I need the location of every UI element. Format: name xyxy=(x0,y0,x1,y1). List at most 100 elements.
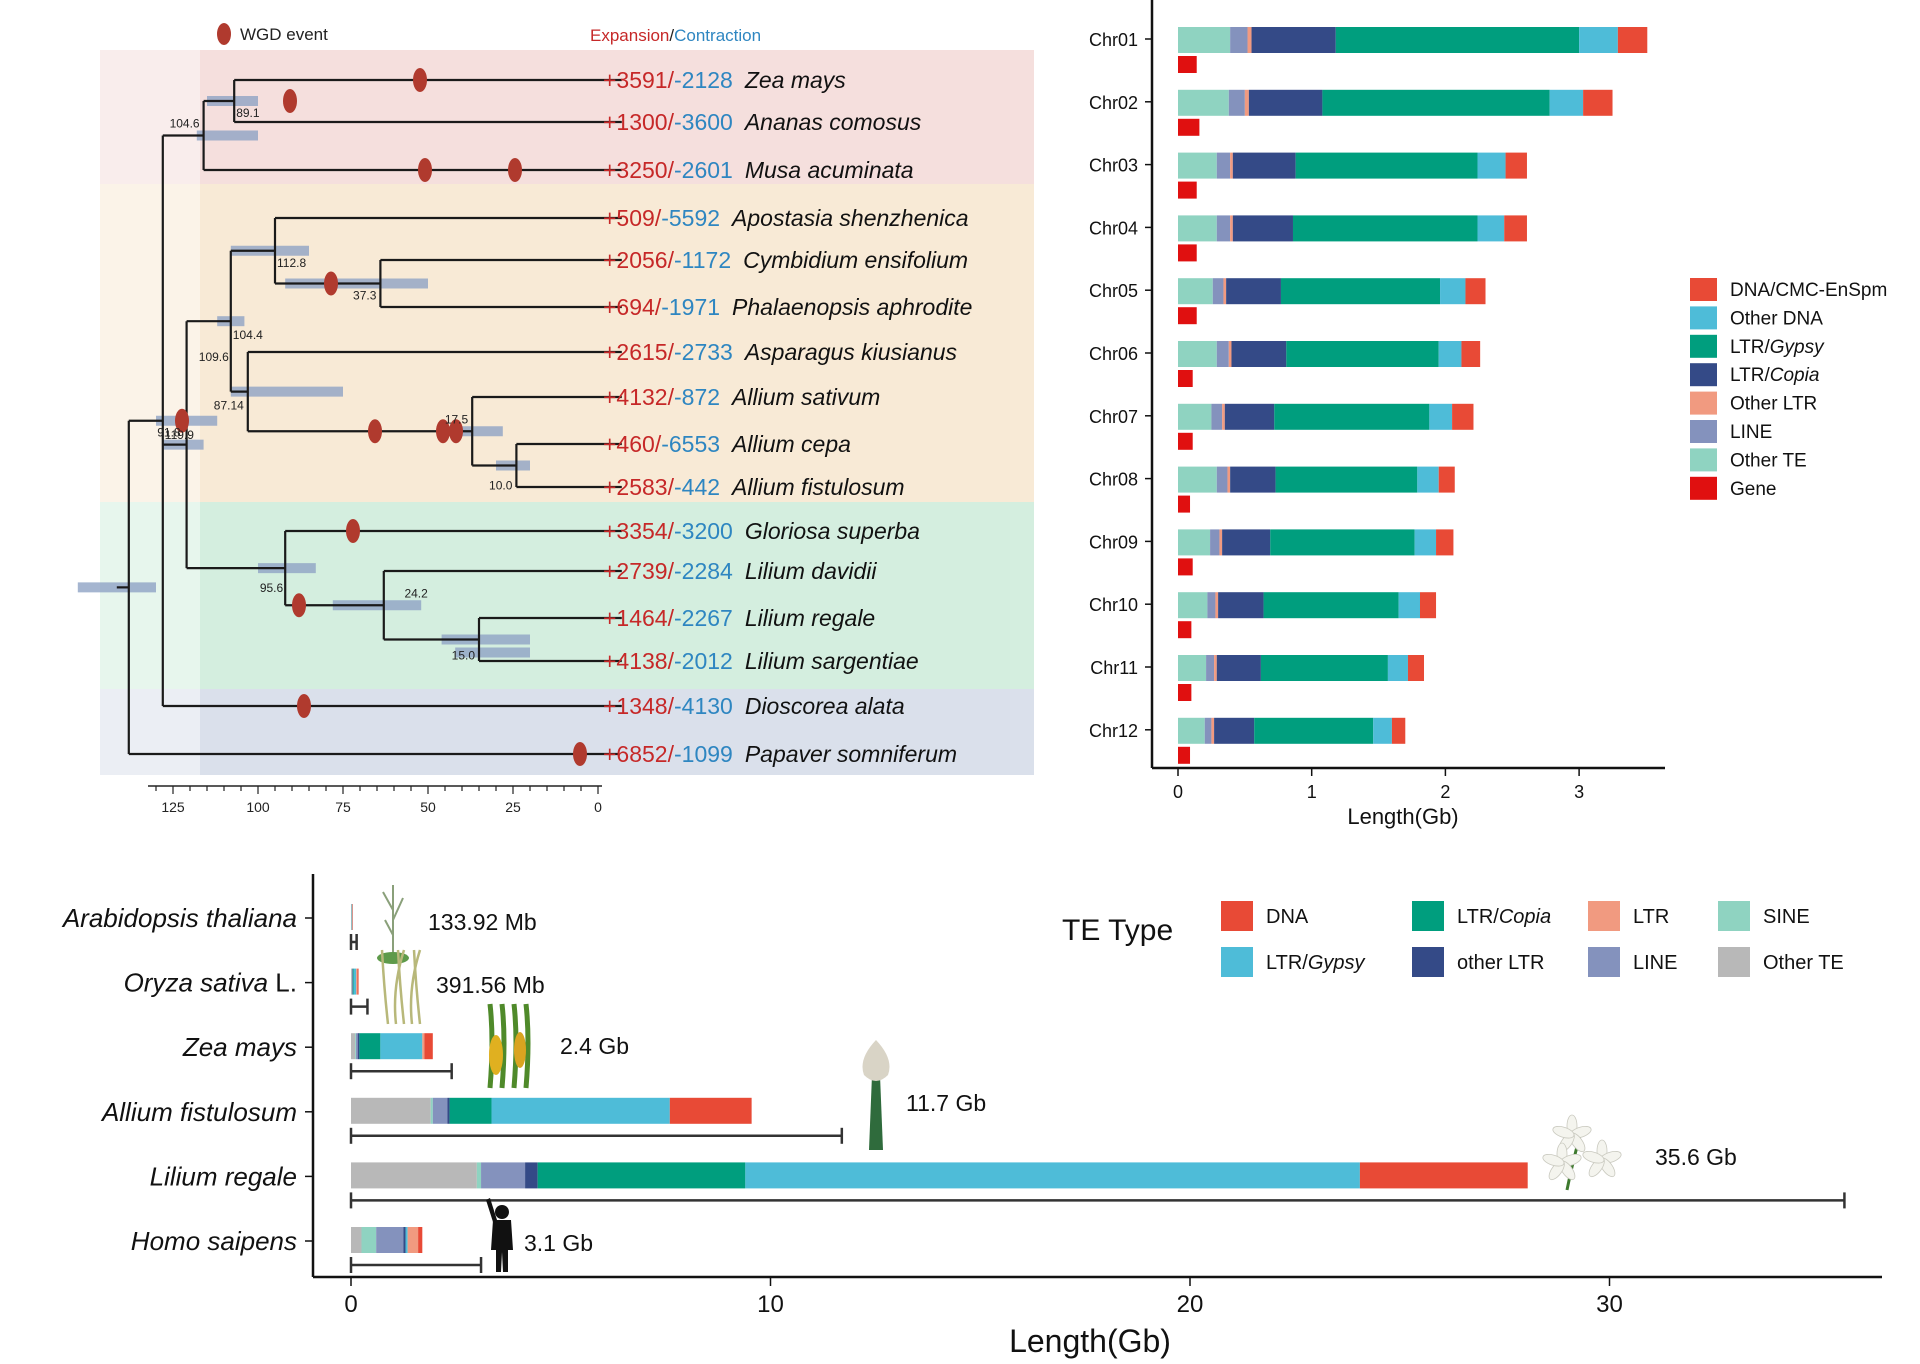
chr-x-tick-label: 2 xyxy=(1440,782,1450,802)
expansion-count: +2583 xyxy=(603,474,668,500)
chr-label: Chr11 xyxy=(1090,658,1138,678)
count-separator: / xyxy=(668,109,675,135)
taxon-row-2: +3250/-2601 Musa acuminata xyxy=(603,157,914,183)
genome-segment-ltr-gypsy xyxy=(405,1227,408,1253)
genome-segment-dna xyxy=(424,1033,433,1060)
chr-segment-ltr-gypsy xyxy=(1295,152,1478,179)
taxon-row-4: +2056/-1172 Cymbidium ensifolium xyxy=(603,247,968,273)
chr-segment-other-dna xyxy=(1414,529,1437,556)
chr-legend-label: LTR/Copia xyxy=(1730,365,1819,386)
human-raised-arm xyxy=(486,1198,497,1222)
chromosome-x-axis-title: Length(Gb) xyxy=(1347,804,1458,829)
maize-leaf xyxy=(523,1003,531,1089)
genome-legend-label: LTR xyxy=(1633,906,1669,928)
clade-band-poales xyxy=(100,50,1034,184)
chr-segment-other-dna xyxy=(1477,215,1505,242)
chr-segment-line xyxy=(1216,341,1229,367)
chr-x-tick-label: 1 xyxy=(1307,782,1317,802)
node-age-6: 109.6 xyxy=(199,350,229,364)
chr-segment-dna-cmc-enspm xyxy=(1505,152,1527,179)
genome-segment-dna xyxy=(418,1227,423,1253)
genome-segment-line xyxy=(481,1162,526,1189)
contraction-count: -6553 xyxy=(661,431,720,457)
chr-segment-line xyxy=(1230,27,1248,53)
genome-x-tick-label: 20 xyxy=(1177,1291,1204,1318)
chr-segment-dna-cmc-enspm xyxy=(1438,466,1455,493)
taxon-row-5: +694/-1971 Phalaenopsis aphrodite xyxy=(603,294,972,320)
chr-segment-other-ltr xyxy=(1247,27,1252,53)
chr-segment-ltr-copia xyxy=(1226,278,1281,305)
chr-legend-label-italic: Copia xyxy=(1770,365,1820,386)
genome-legend-swatch xyxy=(1412,947,1444,977)
chr-segment-line xyxy=(1216,215,1231,242)
taxon-row-6: +2615/-2733 Asparagus kiusianus xyxy=(603,339,958,365)
genome-segment-ltr xyxy=(422,1033,425,1060)
count-separator: / xyxy=(668,558,675,584)
rice-stalk xyxy=(412,949,422,1025)
chr-label: Chr01 xyxy=(1089,30,1138,50)
chr-legend-label: Other TE xyxy=(1730,450,1807,471)
contraction-count: -2733 xyxy=(674,339,733,365)
chr-segment-line xyxy=(1210,529,1220,556)
wgd-marker-5 xyxy=(368,419,382,444)
chr-label: Chr06 xyxy=(1089,344,1138,364)
genome-legend-label-italic: Gypsy xyxy=(1308,952,1366,974)
expansion-legend-label: Expansion xyxy=(590,26,669,45)
contraction-count: -2128 xyxy=(674,67,733,93)
chr-segment-other-ltr xyxy=(1215,592,1219,619)
chr-segment-ltr-gypsy xyxy=(1286,341,1439,367)
taxon-name: Allium fistulosum xyxy=(730,474,905,500)
genome-legend-label-italic: Copia xyxy=(1499,906,1551,928)
chr-segment-other-te xyxy=(1178,341,1217,367)
time-tick-label-75: 75 xyxy=(335,799,351,815)
genome-segment-ltr-copia xyxy=(359,1033,381,1060)
lily-flower-icon xyxy=(1542,1114,1622,1191)
wgd-marker-7 xyxy=(449,419,463,444)
wgd-marker-1 xyxy=(283,89,297,113)
genome-segment-other-ltr xyxy=(357,1033,360,1060)
chr-segment-other-te xyxy=(1178,215,1217,242)
genome-x-tick-label: 10 xyxy=(757,1291,784,1318)
genome-x-axis-title: Length(Gb) xyxy=(1009,1323,1171,1359)
chr-segment-other-dna xyxy=(1373,717,1392,744)
time-axis: 125 100 75 50 25 0 xyxy=(148,785,602,815)
human-silhouette-icon xyxy=(486,1198,513,1272)
wgd-marker-8 xyxy=(346,519,360,543)
chr-segment-ltr-copia xyxy=(1216,655,1261,681)
chr-segment-ltr-copia xyxy=(1214,717,1255,744)
chr-legend-label: LTR/Gypsy xyxy=(1730,337,1825,358)
taxon-row-7: +4132/-872 Allium sativum xyxy=(603,384,880,410)
expansion-count: +1348 xyxy=(603,693,668,719)
chr-segment-ltr-copia xyxy=(1251,27,1336,53)
contraction-count: -2601 xyxy=(674,157,733,183)
time-tick-label-100: 100 xyxy=(246,799,270,815)
wgd-marker-4 xyxy=(324,271,338,296)
chr-segment-other-te xyxy=(1178,278,1213,305)
chr-segment-ltr-copia xyxy=(1230,466,1276,493)
expansion-count: +694 xyxy=(603,294,655,320)
taxon-name: Asparagus kiusianus xyxy=(743,339,958,365)
node-age-7: 87.14 xyxy=(214,399,244,413)
clade-band-liliales xyxy=(100,502,1034,689)
genome-legend-label: Other TE xyxy=(1763,952,1844,974)
chr-segment-other-ltr xyxy=(1211,717,1215,744)
wgd-marker-6 xyxy=(436,419,450,444)
maize-plant-icon xyxy=(487,1003,531,1089)
chr-segment-ltr-gypsy xyxy=(1335,27,1580,53)
expansion-count: +6852 xyxy=(603,741,668,767)
chr-segment-ltr-gypsy xyxy=(1280,278,1441,305)
count-separator: / xyxy=(668,693,675,719)
chr-segment-other-te xyxy=(1178,403,1212,430)
hpd-bar-lil xyxy=(258,563,316,574)
taxon-name: Lilium davidii xyxy=(745,558,878,584)
rice-stalk xyxy=(393,949,406,1025)
chr-segment-line xyxy=(1207,592,1216,619)
chr-label: Chr04 xyxy=(1089,218,1138,238)
genome-legend-swatch xyxy=(1221,947,1253,977)
expansion-count: +4132 xyxy=(603,384,668,410)
arabidopsis-stem xyxy=(382,885,404,955)
genome-segment-other-te xyxy=(351,1033,356,1060)
taxon-name: Zea mays xyxy=(744,67,846,93)
genome-segment-sine xyxy=(355,1033,357,1060)
